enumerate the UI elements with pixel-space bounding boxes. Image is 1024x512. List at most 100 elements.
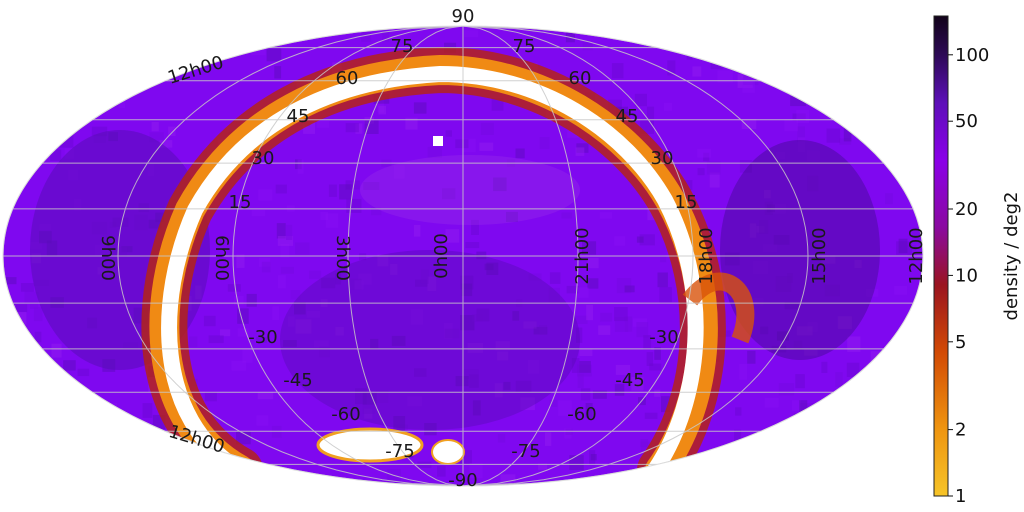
- density-pixel: [830, 64, 842, 77]
- density-pixel: [321, 277, 336, 289]
- density-pixel: [847, 28, 863, 38]
- density-pixel: [277, 275, 286, 289]
- density-pixel: [755, 444, 762, 459]
- density-pixel: [258, 189, 273, 201]
- density-pixel: [624, 285, 635, 293]
- density-pixel: [614, 307, 628, 322]
- dec-label: -45: [615, 370, 644, 391]
- dense-region-right: [720, 140, 880, 360]
- density-pixel: [358, 273, 372, 285]
- density-pixel: [227, 284, 241, 292]
- density-pixel: [455, 376, 469, 387]
- density-pixel: [746, 480, 759, 486]
- density-pixel: [8, 470, 22, 484]
- density-pixel: [825, 80, 837, 87]
- density-pixel: [683, 456, 692, 473]
- density-pixel: [571, 358, 580, 373]
- density-pixel: [118, 97, 126, 108]
- density-pixel: [463, 369, 479, 379]
- density-pixel: [231, 360, 247, 371]
- density-pixel: [85, 52, 97, 61]
- density-pixel: [208, 335, 224, 344]
- density-pixel: [580, 388, 591, 401]
- dec-label: 90: [452, 6, 475, 27]
- density-pixel: [561, 212, 573, 219]
- dec-label: -60: [567, 404, 596, 425]
- density-pixel: [661, 396, 671, 413]
- density-pixel: [427, 276, 437, 292]
- density-pixel: [90, 482, 104, 486]
- density-pixel: [151, 122, 159, 132]
- density-pixel: [352, 482, 365, 486]
- density-pixel: [437, 466, 446, 477]
- density-pixel: [6, 28, 17, 36]
- density-pixel: [850, 26, 858, 37]
- density-pixel: [742, 78, 755, 93]
- density-pixel: [497, 434, 506, 443]
- density-pixel: [17, 55, 28, 68]
- density-pixel: [462, 138, 476, 153]
- density-pixel: [631, 377, 644, 391]
- density-pixel: [654, 389, 661, 397]
- density-pixel: [445, 130, 452, 137]
- density-pixel: [692, 66, 702, 77]
- density-pixel: [377, 254, 389, 267]
- density-pixel: [776, 65, 786, 78]
- density-pixel: [826, 128, 841, 143]
- density-pixel: [355, 388, 367, 405]
- density-pixel: [319, 346, 330, 358]
- density-pixel: [549, 272, 561, 284]
- density-pixel: [297, 159, 304, 174]
- density-pixel: [589, 450, 596, 466]
- density-pixel: [345, 123, 359, 133]
- density-pixel: [20, 283, 34, 292]
- ra-label: 21h00: [572, 227, 593, 284]
- density-pixel: [261, 261, 271, 273]
- density-pixel: [757, 50, 769, 62]
- density-pixel: [424, 423, 437, 436]
- density-pixel: [821, 361, 828, 373]
- density-pixel: [362, 391, 377, 405]
- density-pixel: [346, 198, 362, 213]
- density-pixel: [476, 251, 487, 260]
- density-pixel: [120, 65, 133, 78]
- density-pixel: [44, 110, 56, 124]
- density-pixel: [295, 319, 312, 334]
- density-pixel: [888, 394, 901, 407]
- graticule: [3, 26, 923, 486]
- density-pixel: [54, 372, 64, 386]
- colorbar-tick-label: 5: [955, 332, 966, 353]
- density-pixel: [646, 352, 654, 366]
- density-pixel: [590, 454, 597, 461]
- density-pixel: [393, 416, 406, 432]
- density-pixel: [634, 93, 647, 107]
- density-pixel: [314, 340, 329, 348]
- density-pixel: [868, 53, 877, 61]
- density-pixel: [361, 31, 372, 42]
- density-pixel: [363, 182, 380, 190]
- density-pixel: [660, 465, 673, 478]
- density-pixel: [259, 257, 271, 267]
- density-pixel: [764, 397, 779, 408]
- dec-label: -75: [511, 441, 540, 462]
- density-pixel: [359, 253, 367, 261]
- density-pixel: [283, 340, 297, 347]
- density-pixel: [734, 429, 742, 444]
- density-pixel: [697, 148, 712, 158]
- density-pixel: [709, 464, 717, 473]
- density-pixel: [480, 122, 494, 135]
- density-pixel: [853, 383, 867, 394]
- density-pixel: [465, 242, 480, 249]
- density-pixel: [280, 244, 290, 258]
- density-pixel: [669, 26, 679, 41]
- density-pixel: [464, 30, 479, 38]
- declination-labels-north: 90 75 75 60 60 45 45 30 30 15 15: [229, 6, 698, 213]
- density-pixel: [33, 105, 48, 119]
- density-pixel: [335, 327, 344, 336]
- density-pixel: [784, 43, 799, 58]
- density-pixel: [237, 328, 249, 337]
- density-pixel: [527, 359, 540, 374]
- density-pixel: [149, 132, 164, 143]
- density-pixel: [868, 426, 885, 435]
